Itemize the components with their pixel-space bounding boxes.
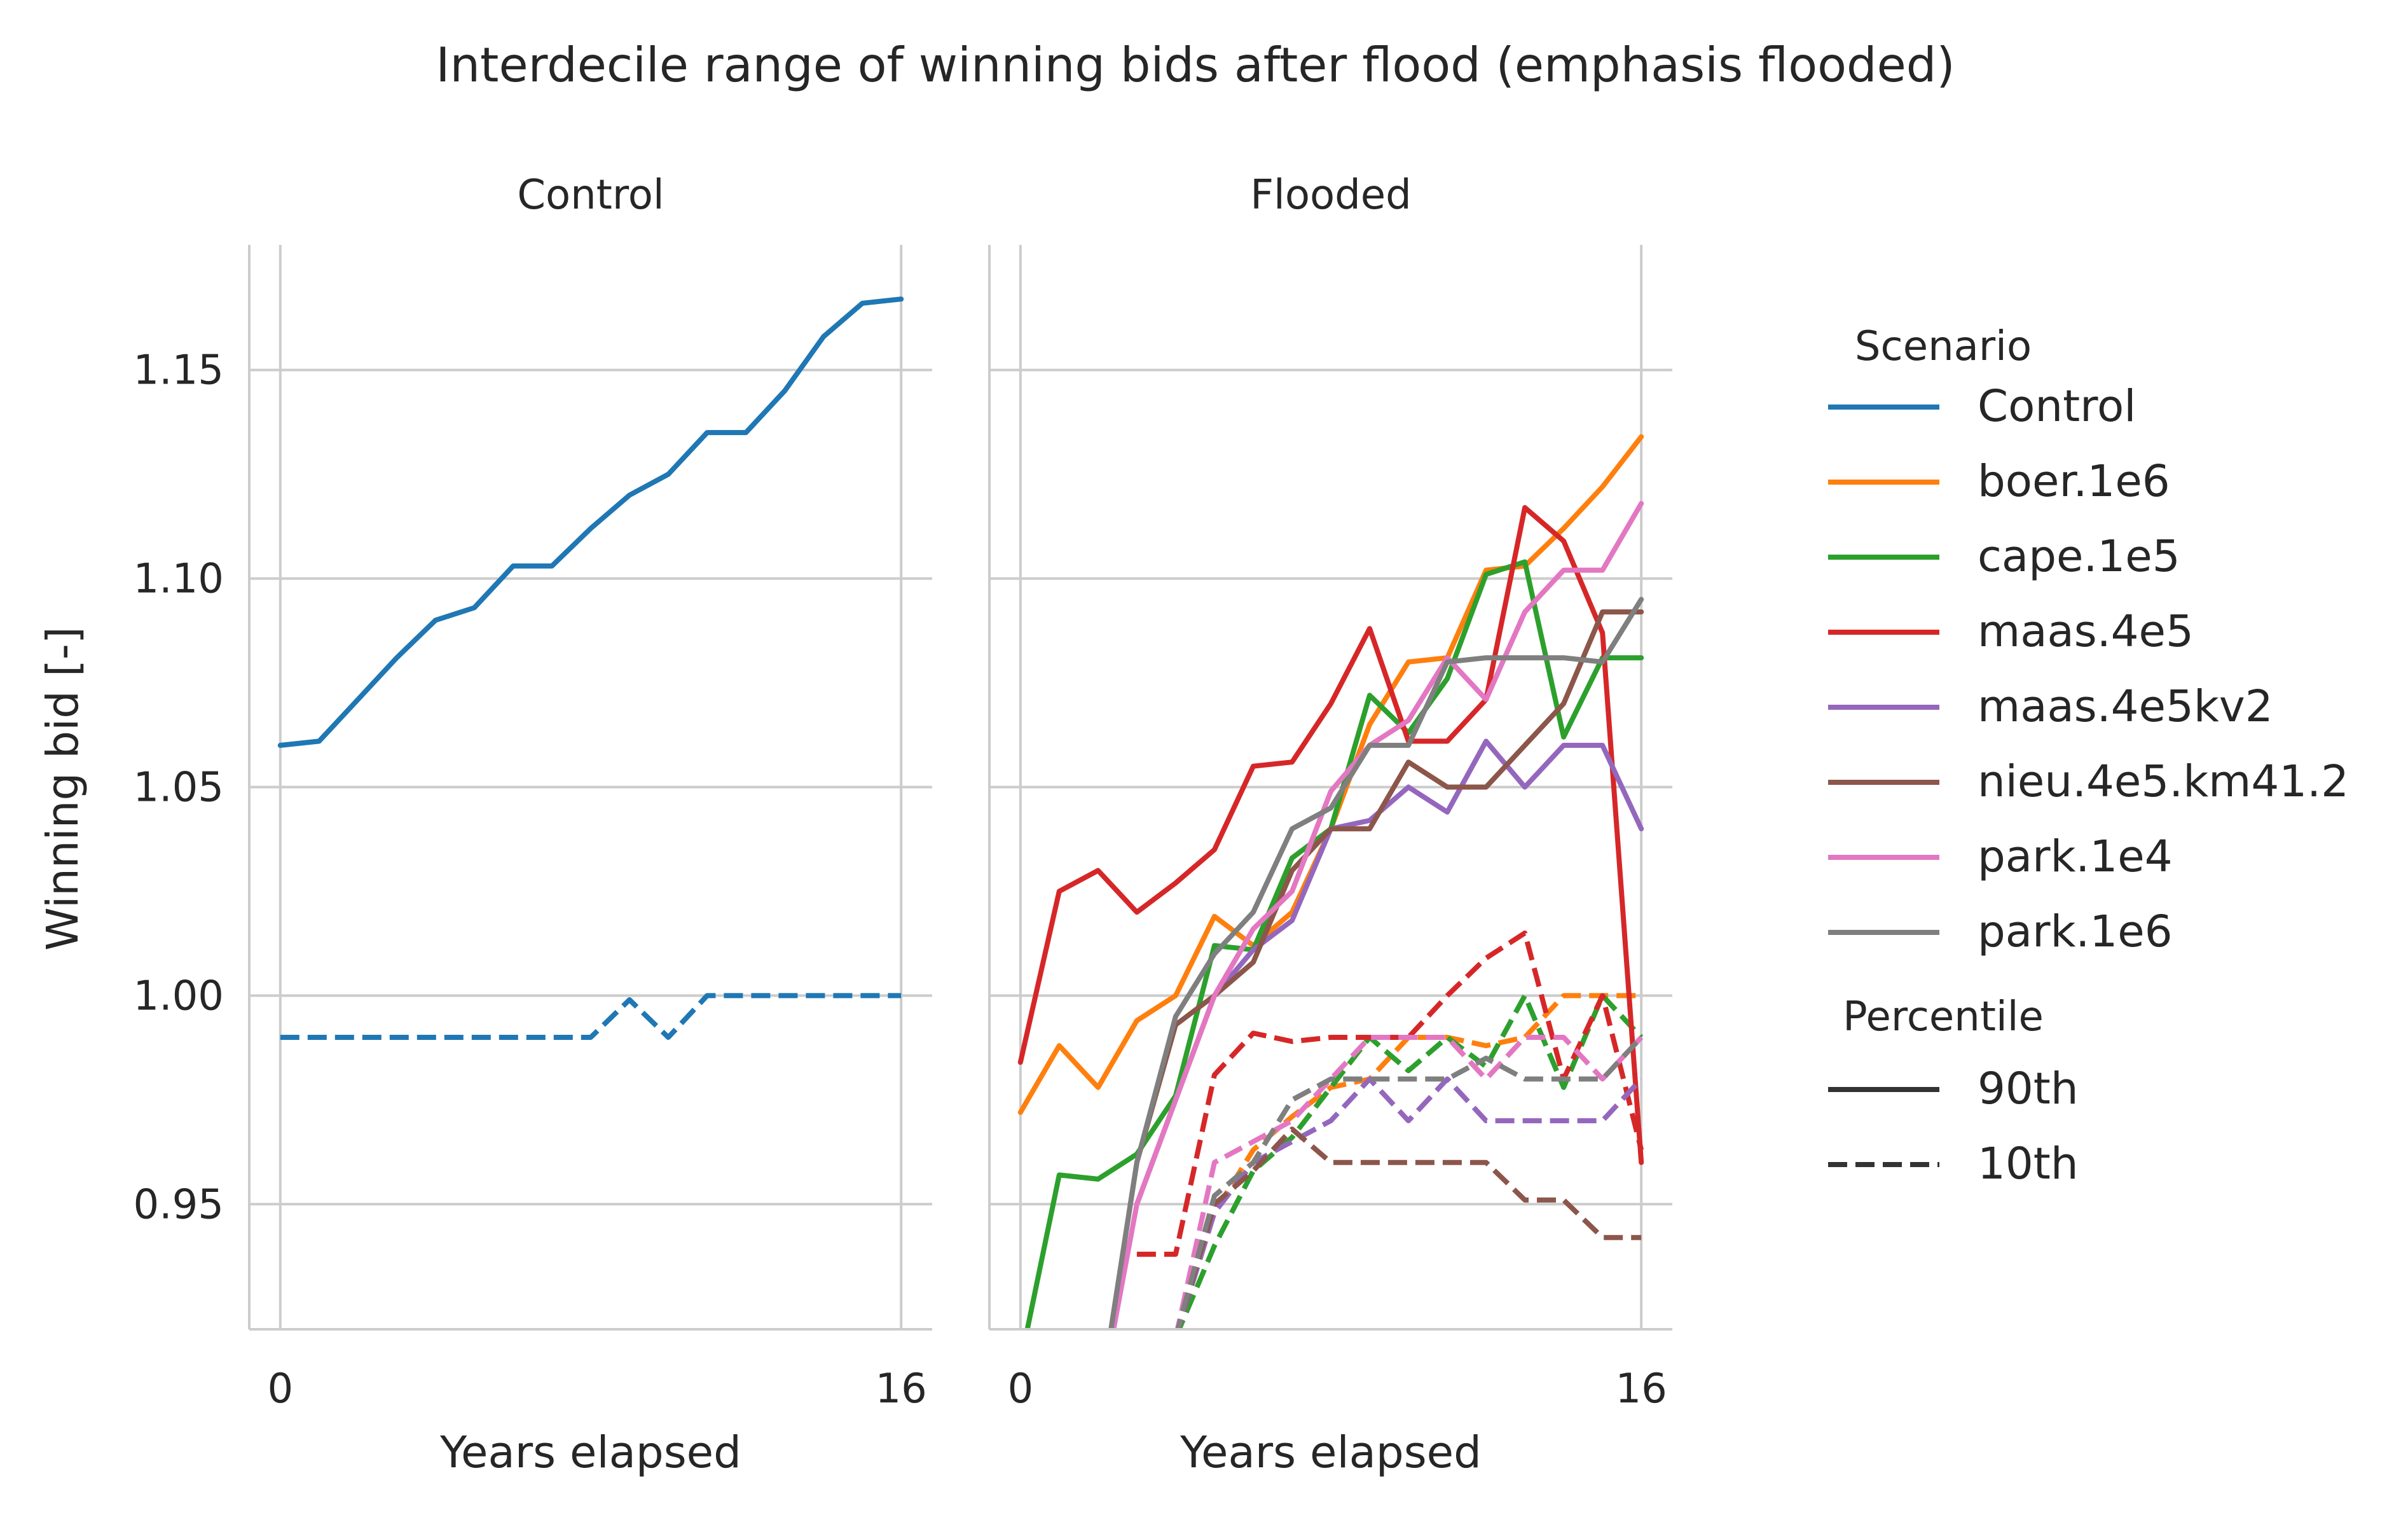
facet-flooded: Flooded 0 16 Years elapsed: [988, 172, 1672, 1478]
series-line-maas-4e5-10th: [1136, 930, 1644, 1257]
spines-control: [248, 245, 932, 1331]
spines-flooded: [988, 245, 1672, 1331]
series-line-nieu-4e5-km41-2-90th: [1108, 609, 1644, 1329]
legend-label: maas.4e5kv2: [1978, 681, 2273, 732]
facet-title-control: Control: [517, 172, 664, 219]
legend: Scenario Control boer.1e6 cape.1e5 maas.4e5…: [1828, 323, 2349, 1189]
y-tick-label: 1.00: [134, 972, 224, 1020]
x-tick-label: 16: [1615, 1366, 1667, 1413]
y-tick-label: 0.95: [134, 1181, 224, 1228]
series-line-maas-4e5-90th: [1017, 505, 1644, 1165]
legend-title-scenario: Scenario: [1855, 323, 2032, 370]
legend-label: maas.4e5: [1978, 606, 2194, 657]
series-line-Control-10th: [280, 993, 902, 1040]
series-line-Control-90th: [277, 296, 904, 748]
series-line-cape-1e5-10th: [1176, 993, 1644, 1329]
legend-label: Control: [1978, 381, 2136, 432]
legend-label: park.1e6: [1978, 906, 2173, 957]
x-axis-label-control: Years elapsed: [439, 1427, 741, 1478]
x-ticks-flooded: 0 16: [1007, 1366, 1667, 1413]
x-tick-label: 16: [875, 1366, 926, 1413]
series-line-park-1e6-10th: [1175, 1035, 1644, 1329]
chart-title: Interdecile range of winning bids after …: [436, 37, 1955, 93]
series-line-cape-1e5-90th: [1024, 559, 1644, 1329]
x-ticks-control: 0 16: [267, 1366, 926, 1413]
lines-flooded: [1017, 434, 1644, 1329]
facet-title-flooded: Flooded: [1250, 172, 1412, 219]
legend-percentile-entries: 90th 10th: [1828, 1063, 2079, 1189]
facet-control: Control 0.95 1.00 1.05 1.10 1.15 0 16 Years e…: [134, 172, 932, 1478]
series-line-boer-1e6-10th: [1175, 993, 1642, 1329]
legend-label: boer.1e6: [1978, 456, 2170, 507]
x-tick-label: 0: [1007, 1366, 1033, 1413]
y-ticks: 0.95 1.00 1.05 1.10 1.15: [134, 347, 224, 1229]
legend-scenario-entries: Control boer.1e6 cape.1e5 maas.4e5 maas.4e5k…: [1828, 381, 2349, 957]
series-line-park-1e4-10th: [1174, 1035, 1644, 1329]
gridlines-flooded: [989, 245, 1672, 1329]
y-axis-label: Winning bid [-]: [38, 626, 88, 950]
y-tick-label: 1.15: [134, 347, 224, 394]
series-line-maas-4e5kv2-90th: [1134, 738, 1644, 1207]
y-tick-label: 1.10: [134, 556, 224, 603]
x-axis-label-flooded: Years elapsed: [1180, 1427, 1482, 1478]
legend-label: nieu.4e5.km41.2: [1978, 756, 2349, 807]
series-line-park-1e6-90th: [1108, 597, 1644, 1329]
legend-label: park.1e4: [1978, 831, 2173, 882]
y-tick-label: 1.05: [134, 764, 224, 812]
lines-control: [277, 296, 904, 1040]
x-tick-label: 0: [267, 1366, 293, 1413]
legend-style-label: 10th: [1978, 1138, 2079, 1189]
series-line-park-1e4-90th: [1111, 501, 1644, 1329]
gridlines-control: [249, 245, 932, 1329]
legend-style-label: 90th: [1978, 1063, 2079, 1114]
legend-title-percentile: Percentile: [1843, 993, 2044, 1041]
legend-label: cape.1e5: [1978, 531, 2180, 582]
